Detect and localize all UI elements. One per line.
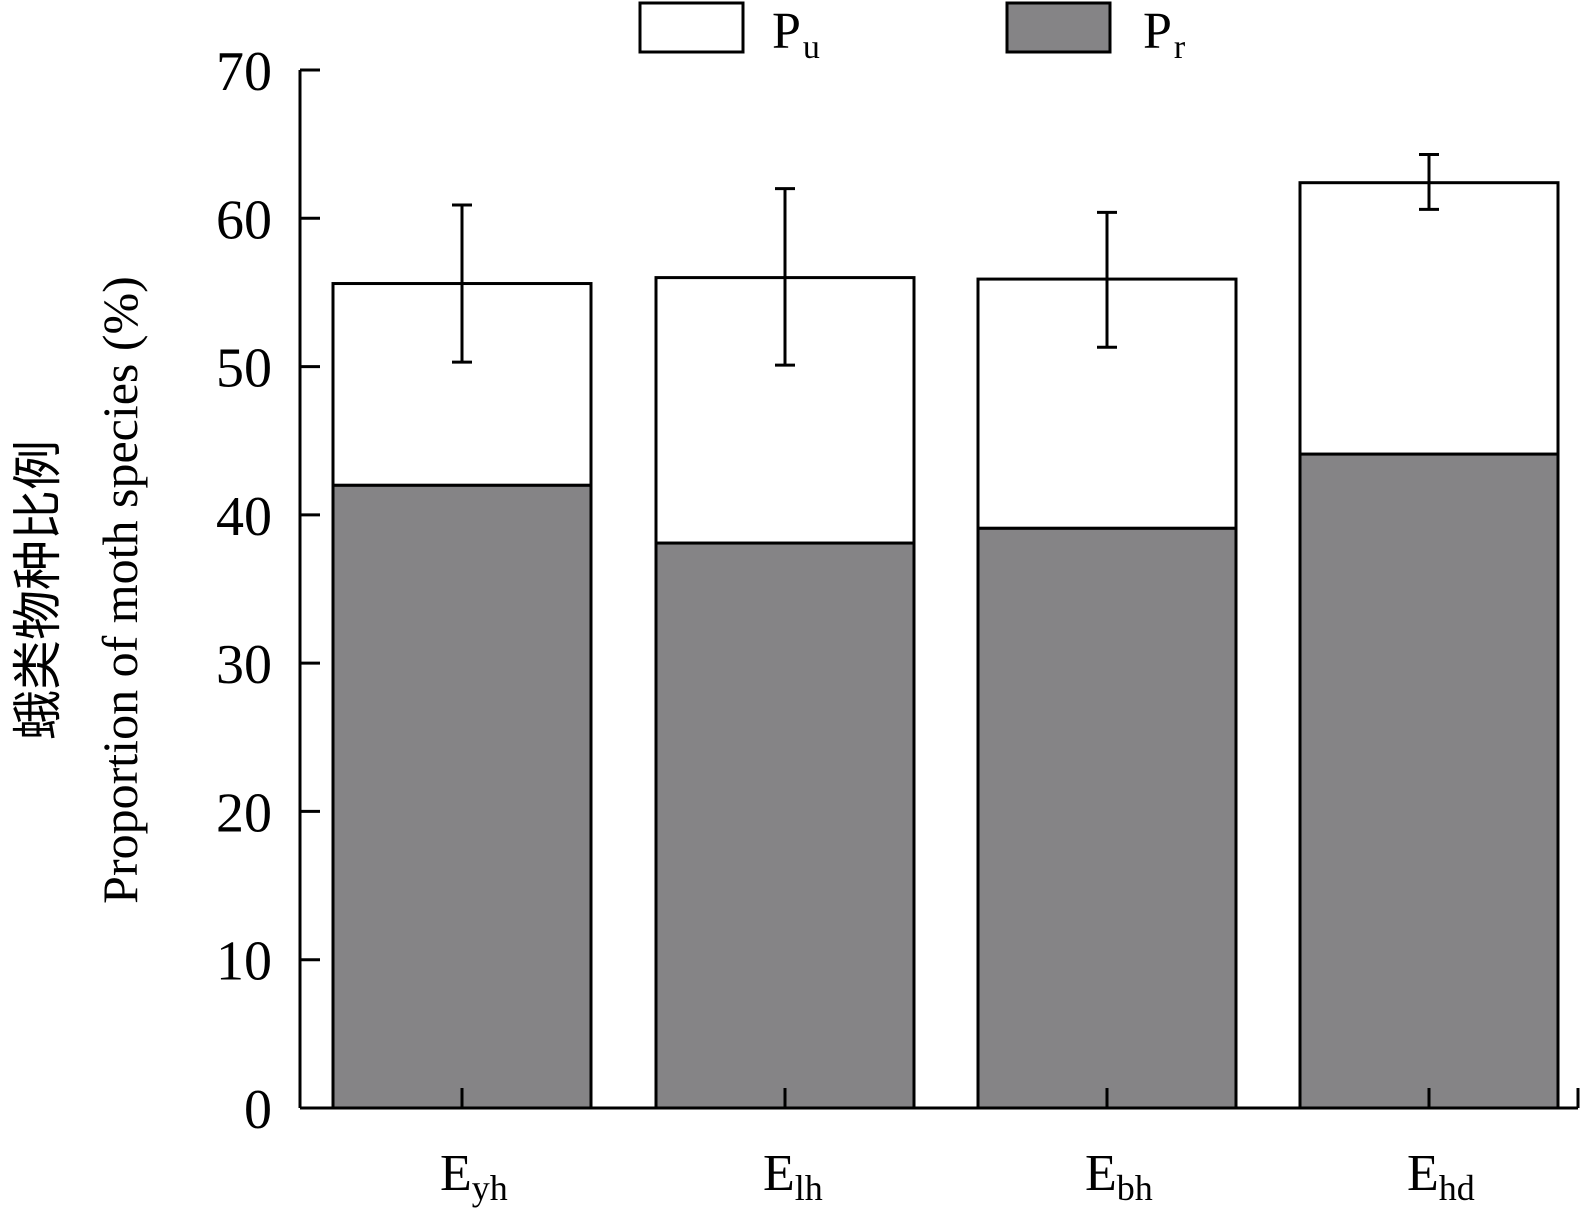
bar-hd-pr — [1298, 452, 1560, 1110]
legend-label-pu: Pu — [772, 3, 820, 66]
y-tick-label-50: 50 — [216, 338, 272, 400]
legend-label-pr: Pr — [1143, 3, 1186, 66]
y-tick-label-70: 70 — [216, 41, 272, 103]
error-bar-lh — [775, 187, 795, 367]
plot-area — [331, 153, 1560, 1110]
error-bar-yh — [452, 203, 472, 364]
legend-item-pr: Pr — [1005, 1, 1186, 66]
y-tick-label-0: 0 — [244, 1079, 272, 1141]
legend-swatch-pr — [1005, 1, 1112, 54]
y-tick-label-20: 20 — [216, 782, 272, 844]
y-axis-title-cn: 蛾类物种比例 — [10, 440, 66, 740]
y-tick-label-60: 60 — [216, 189, 272, 251]
bar-lh-pr — [654, 541, 916, 1110]
y-tick-label-10: 10 — [216, 931, 272, 993]
axes: Eyh Elh Ebh Ehd 0 10 20 30 40 50 60 70 — [216, 41, 1580, 1208]
legend-item-pu: Pu — [638, 1, 820, 66]
y-tick-label-40: 40 — [216, 486, 272, 548]
x-tick-label-lh: Elh — [763, 1145, 823, 1208]
legend-swatch-pu — [638, 1, 745, 54]
bar-yh-pr — [331, 483, 593, 1110]
x-tick-label-bh: Ebh — [1085, 1145, 1153, 1208]
y-axis-title: 蛾类物种比例 Proportion of moth species (%) — [10, 276, 148, 904]
bar-bh-pr — [976, 526, 1238, 1110]
y-axis-title-en: Proportion of moth species (%) — [92, 276, 148, 904]
error-bar-hd — [1419, 153, 1439, 211]
legend: Pu Pr — [638, 1, 1186, 66]
error-bar-bh — [1097, 210, 1117, 349]
bar-hd-pu — [1298, 181, 1560, 456]
x-tick-label-yh: Eyh — [440, 1145, 508, 1208]
x-tick-label-hd: Ehd — [1407, 1145, 1475, 1208]
y-tick-label-30: 30 — [216, 634, 272, 696]
